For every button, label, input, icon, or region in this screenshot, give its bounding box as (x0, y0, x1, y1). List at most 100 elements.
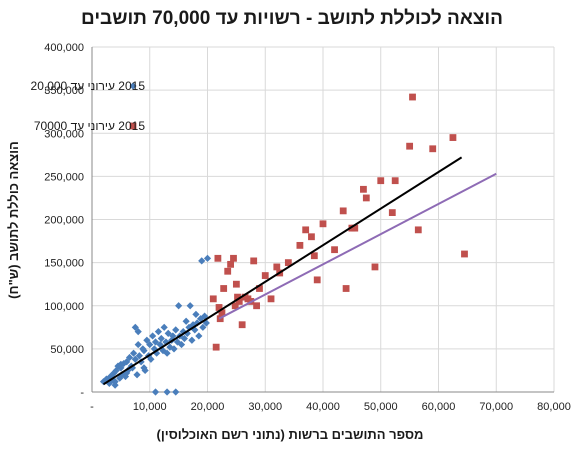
data-point-series-1 (160, 323, 168, 331)
data-point-series-2 (377, 177, 385, 185)
data-point-series-2 (212, 343, 220, 351)
data-point-series-2 (342, 285, 350, 292)
data-point-series-1 (180, 334, 188, 343)
x-tick-label: 20,000 (191, 401, 225, 413)
data-point-series-1 (182, 317, 190, 325)
data-point-series-2 (319, 220, 327, 228)
data-point-series-1 (123, 369, 131, 377)
data-point-series-2 (256, 285, 263, 292)
data-point-series-1 (191, 326, 199, 334)
y-tick-label: 400,000 (44, 42, 84, 54)
data-point-series-1 (131, 323, 139, 331)
data-point-series-1 (149, 332, 157, 340)
x-tick-label: 60,000 (422, 401, 456, 413)
chart-title: הוצאה לכוללת לתושב - רשויות עד 70,000 תו… (81, 8, 503, 29)
data-point-series-2 (310, 252, 318, 260)
data-point-series-2 (231, 302, 239, 310)
data-point-series-1 (146, 340, 154, 349)
data-point-series-2 (308, 233, 315, 241)
data-point-series-1 (198, 257, 206, 265)
data-point-series-1 (188, 336, 196, 344)
x-axis-label: מספר התושבים ברשות (נתוני רשם האוכלוסין) (157, 427, 424, 442)
data-point-series-2 (250, 257, 258, 265)
y-tick-label: 200,000 (44, 215, 84, 227)
data-point-series-1 (143, 336, 151, 344)
data-point-series-2 (414, 226, 422, 234)
data-point-series-2 (261, 272, 269, 279)
legend-entry: 2015 עירוני עד 20,000 (31, 79, 146, 93)
data-point-series-2 (339, 207, 347, 215)
data-point-series-2 (429, 145, 437, 153)
data-point-series-1 (111, 381, 119, 389)
data-point-series-2 (406, 142, 414, 150)
data-point-series-1 (201, 312, 209, 320)
data-point-series-2 (220, 285, 228, 292)
data-point-series-1 (172, 388, 180, 396)
data-point-series-2 (461, 250, 468, 258)
data-point-series-1 (121, 372, 130, 381)
data-point-series-1 (151, 388, 160, 396)
legend-entry: 2015 עירוני עד 70000 (34, 119, 145, 133)
data-point-series-2 (253, 302, 260, 310)
data-point-series-1 (166, 343, 174, 351)
data-point-series-2 (360, 185, 367, 193)
data-point-series-2 (273, 263, 281, 271)
trendline (103, 156, 463, 386)
y-tick-label: 350,000 (44, 85, 84, 97)
data-point-series-1 (159, 347, 167, 355)
data-point-series-1 (164, 329, 172, 337)
y-tick-label: 100,000 (44, 301, 84, 313)
data-point-series-2 (209, 295, 217, 303)
data-point-series-1 (140, 347, 148, 355)
data-point-series-1 (140, 364, 148, 372)
legend-marker (129, 82, 137, 90)
data-point-series-2 (234, 293, 241, 301)
data-point-series-2 (449, 134, 457, 141)
data-point-series-2 (238, 321, 246, 329)
data-point-series-2 (351, 224, 359, 232)
data-point-series-1 (131, 355, 139, 363)
data-point-series-2 (227, 260, 234, 268)
data-point-series-1 (162, 338, 170, 346)
data-point-series-1 (169, 332, 177, 340)
data-point-series-1 (120, 359, 128, 368)
data-point-series-1 (125, 353, 134, 362)
data-point-series-1 (163, 388, 171, 396)
data-point-series-1 (134, 328, 142, 336)
data-point-series-1 (134, 340, 142, 349)
legend-marker (129, 122, 137, 130)
data-point-series-1 (172, 326, 180, 334)
data-point-series-1 (154, 328, 163, 336)
data-point-series-2 (230, 254, 237, 262)
data-point-series-1 (192, 310, 200, 318)
data-point-series-2 (313, 276, 321, 284)
y-axis-label: הוצאה כוללת לתושב (ש"ח) (6, 141, 21, 299)
trendline (218, 172, 497, 320)
x-tick-label: 70,000 (479, 401, 513, 413)
data-point-series-2 (214, 254, 222, 262)
x-tick-label: - (90, 401, 94, 413)
data-point-series-1 (106, 372, 115, 381)
data-point-series-1 (128, 364, 137, 372)
data-point-series-1 (175, 302, 183, 310)
y-tick-label: - (80, 387, 84, 399)
data-point-series-1 (189, 321, 197, 329)
y-tick-label: 250,000 (44, 171, 84, 183)
data-points (99, 93, 468, 396)
x-tick-label: 10,000 (133, 401, 167, 413)
data-point-series-1 (186, 302, 194, 310)
data-point-series-2 (371, 263, 379, 271)
data-point-series-1 (195, 332, 203, 340)
y-tick-label: 150,000 (44, 258, 84, 270)
data-point-series-1 (151, 338, 160, 346)
data-point-series-2 (215, 304, 223, 311)
x-tick-label: 50,000 (364, 401, 398, 413)
data-point-series-1 (99, 378, 108, 386)
data-point-series-2 (235, 298, 243, 305)
data-point-series-1 (116, 374, 124, 382)
x-tick-label: 30,000 (248, 401, 282, 413)
data-point-series-2 (296, 241, 304, 249)
data-point-series-2 (362, 194, 370, 202)
data-point-series-2 (284, 259, 292, 267)
